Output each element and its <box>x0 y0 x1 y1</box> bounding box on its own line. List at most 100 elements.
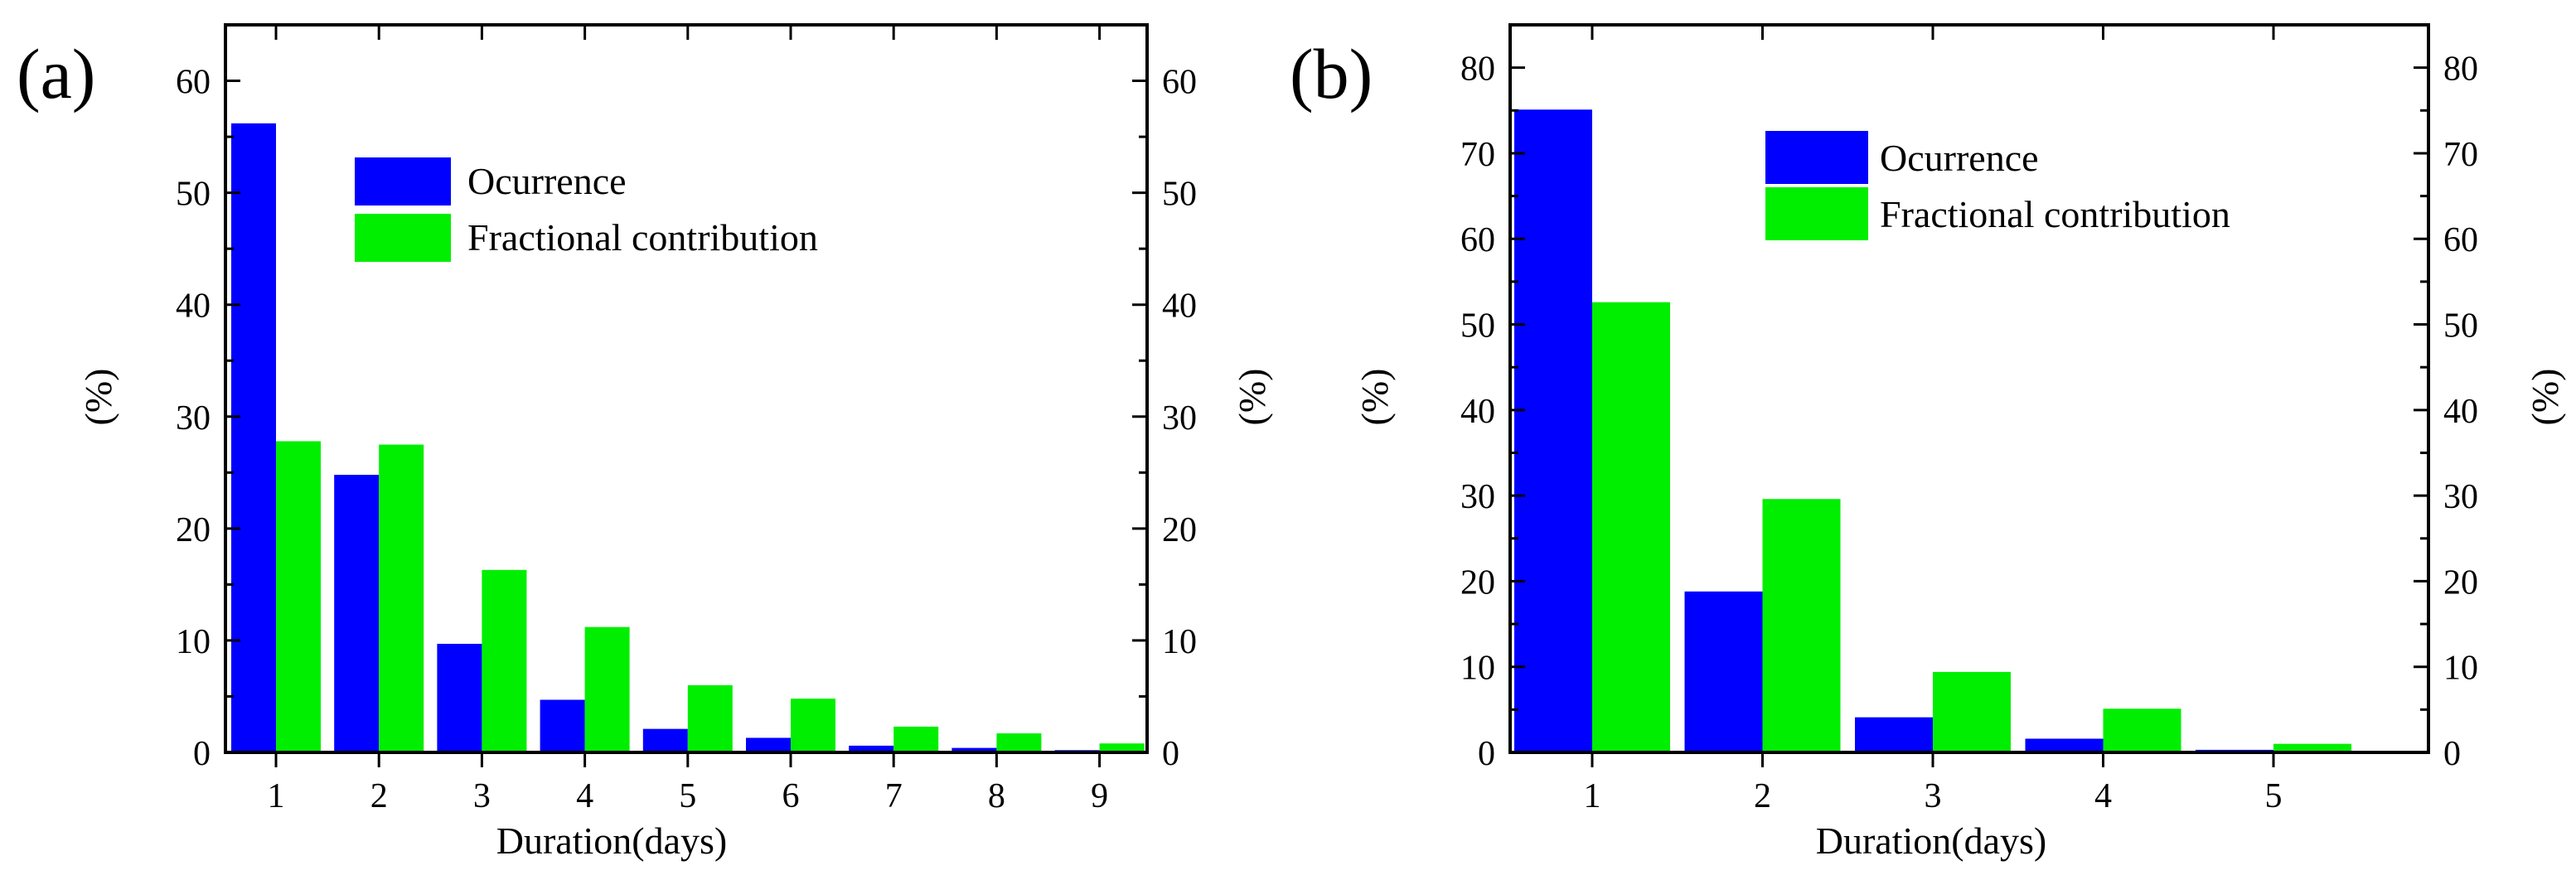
bar-fractional-contribution <box>1762 499 1841 752</box>
bar-fractional-contribution <box>893 726 939 752</box>
bar-occurrence <box>1684 591 1763 752</box>
x-tick-label: 1 <box>1584 777 1601 815</box>
legend-label-fractional: Fractional contribution <box>1880 193 2230 235</box>
y-axis-label: (%) <box>1353 369 1396 426</box>
y-tick-label-left: 30 <box>176 399 211 438</box>
y-tick-label-right: 0 <box>2443 735 2461 773</box>
y-tick-label-left: 50 <box>1460 307 1495 346</box>
y-tick-label-right: 50 <box>1162 176 1197 214</box>
bar-occurrence <box>437 643 482 752</box>
x-tick-label: 4 <box>2094 777 2112 815</box>
y-tick-label-left: 70 <box>1460 136 1495 174</box>
bar-occurrence <box>334 475 380 752</box>
x-tick-label: 4 <box>576 777 593 815</box>
y-tick-label-left: 50 <box>176 176 211 214</box>
y-tick-label-right: 30 <box>1162 399 1197 438</box>
x-tick-label: 6 <box>782 777 800 815</box>
right-tick-labels: 0 10 20 30 40 50 60 70 80 <box>2443 51 2478 773</box>
x-tick-label: 1 <box>268 777 285 815</box>
y-axis-label-right: (%) <box>1231 369 1273 426</box>
ticks <box>1510 25 2428 767</box>
y-tick-label-left: 60 <box>176 64 211 102</box>
left-tick-labels: 0 10 20 30 40 50 60 <box>176 64 211 773</box>
legend-label-occurrence: Ocurrence <box>467 160 627 202</box>
y-tick-label-right: 80 <box>2443 51 2478 89</box>
left-tick-labels: 0 10 20 30 40 50 60 70 80 <box>1460 51 1495 773</box>
y-tick-label-right: 20 <box>1162 511 1197 549</box>
bar-fractional-contribution <box>687 684 733 752</box>
plot-frame <box>1508 23 2430 754</box>
y-tick-label-left: 0 <box>193 735 211 773</box>
bars <box>231 123 1145 753</box>
y-tick-label-right: 10 <box>1162 623 1197 661</box>
legend: Ocurrence Fractional contribution <box>1765 131 2230 240</box>
chart-panel-a: (a) 0 10 20 30 40 50 60 0 10 20 30 40 50 60 1 2 3 4 5 6 7 8… <box>17 23 1273 862</box>
y-tick-label-left: 20 <box>1460 563 1495 602</box>
y-tick-label-right: 20 <box>2443 563 2478 602</box>
bar-fractional-contribution <box>379 444 424 752</box>
y-tick-label-left: 10 <box>176 623 211 661</box>
legend-swatch-fractional <box>1765 187 1868 240</box>
bar-occurrence <box>2025 738 2104 752</box>
y-tick-label-right: 60 <box>2443 221 2478 259</box>
bar-fractional-contribution <box>996 733 1042 752</box>
y-tick-label-left: 20 <box>176 511 211 549</box>
bar-fractional-contribution <box>791 699 835 752</box>
y-axis-label-right: (%) <box>2524 369 2566 426</box>
x-tick-label: 5 <box>679 777 696 815</box>
bar-fractional-contribution <box>1933 671 2011 752</box>
y-tick-label-left: 60 <box>1460 221 1495 259</box>
x-axis-label: Duration(days) <box>1816 820 2046 862</box>
x-tick-labels: 1 2 3 4 5 <box>1584 777 2283 815</box>
bar-occurrence <box>1514 109 1592 752</box>
y-tick-label-right: 10 <box>2443 650 2478 688</box>
x-tick-label: 9 <box>1091 777 1108 815</box>
panel-label: (b) <box>1290 34 1373 114</box>
bar-occurrence <box>1855 717 1933 752</box>
legend-swatch-fractional <box>355 214 451 262</box>
panel-label: (a) <box>17 34 95 114</box>
x-tick-label: 7 <box>885 777 903 815</box>
legend-swatch-occurrence <box>355 157 451 205</box>
x-tick-labels: 1 2 3 4 5 6 7 8 9 <box>268 777 1109 815</box>
legend-label-fractional: Fractional contribution <box>467 216 818 259</box>
y-tick-label-left: 10 <box>1460 650 1495 688</box>
y-tick-label-right: 30 <box>2443 478 2478 516</box>
y-tick-label-left: 0 <box>1478 735 1495 773</box>
y-tick-label-left: 80 <box>1460 51 1495 89</box>
y-tick-label-right: 70 <box>2443 136 2478 174</box>
y-tick-label-right: 0 <box>1162 735 1179 773</box>
bar-fractional-contribution <box>1099 743 1145 752</box>
x-tick-label: 2 <box>370 777 388 815</box>
right-tick-labels: 0 10 20 30 40 50 60 <box>1162 64 1197 773</box>
x-tick-label: 3 <box>473 777 491 815</box>
bar-occurrence <box>951 747 997 752</box>
bar-fractional-contribution <box>2103 708 2181 752</box>
bar-occurrence <box>231 123 276 753</box>
y-tick-label-right: 60 <box>1162 64 1197 102</box>
legend-swatch-occurrence <box>1765 131 1868 184</box>
plot-frame <box>224 23 1149 754</box>
y-tick-label-right: 40 <box>1162 288 1197 326</box>
y-tick-label-right: 50 <box>2443 307 2478 346</box>
y-axis-label: (%) <box>77 369 119 426</box>
y-tick-label-right: 40 <box>2443 393 2478 431</box>
x-tick-label: 3 <box>1925 777 1942 815</box>
bars <box>1514 109 2351 752</box>
bar-occurrence <box>849 745 894 752</box>
ticks <box>225 25 1147 767</box>
legend: Ocurrence Fractional contribution <box>355 157 818 262</box>
x-tick-label: 2 <box>1754 777 1771 815</box>
x-tick-label: 5 <box>2265 777 2283 815</box>
bar-fractional-contribution <box>482 569 527 752</box>
bar-fractional-contribution <box>2273 743 2351 752</box>
y-tick-label-left: 30 <box>1460 478 1495 516</box>
bar-fractional-contribution <box>276 441 321 752</box>
bar-occurrence <box>746 737 791 752</box>
bar-fractional-contribution <box>1592 302 1670 752</box>
y-tick-label-left: 40 <box>176 288 211 326</box>
x-tick-label: 8 <box>988 777 1005 815</box>
legend-label-occurrence: Ocurrence <box>1880 137 2039 179</box>
